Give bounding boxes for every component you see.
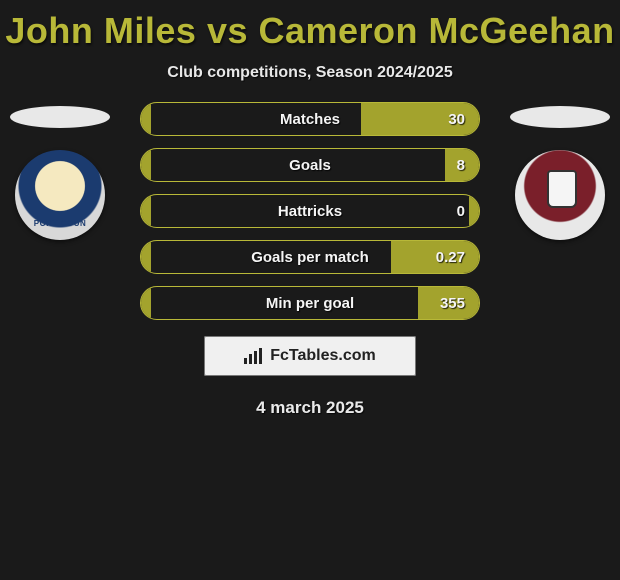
- club-badge-right: [515, 150, 605, 240]
- bar-right-fill: [469, 195, 479, 227]
- bar-value-right: 8: [457, 149, 465, 181]
- bar-value-right: 355: [440, 287, 465, 319]
- page-title: John Miles vs Cameron McGeehan: [0, 0, 620, 52]
- bars-container: Matches 30 Goals 8 Hattricks 0 Goals per…: [140, 102, 480, 320]
- bar-row-matches: Matches 30: [140, 102, 480, 136]
- player-right-avatar: [510, 106, 610, 128]
- footer-brand[interactable]: FcTables.com: [204, 336, 416, 376]
- bar-left-fill: [141, 195, 151, 227]
- bar-row-goals: Goals 8: [140, 148, 480, 182]
- bar-left-fill: [141, 103, 151, 135]
- bar-value-right: 0: [457, 195, 465, 227]
- player-left-avatar: [10, 106, 110, 128]
- bar-row-hattricks: Hattricks 0: [140, 194, 480, 228]
- bar-label: Hattricks: [141, 195, 479, 227]
- date-line: 4 march 2025: [0, 398, 620, 418]
- bar-value-right: 0.27: [436, 241, 465, 273]
- club-badge-left-text: PORT COUN: [34, 219, 87, 228]
- subtitle: Club competitions, Season 2024/2025: [0, 64, 620, 82]
- bar-value-right: 30: [448, 103, 465, 135]
- footer-brand-text: FcTables.com: [270, 347, 376, 365]
- bar-row-goals-per-match: Goals per match 0.27: [140, 240, 480, 274]
- bar-label: Goals: [141, 149, 479, 181]
- bar-chart-icon: [244, 348, 264, 364]
- bar-left-fill: [141, 241, 151, 273]
- player-left-column: PORT COUN: [0, 102, 120, 240]
- club-badge-left: PORT COUN: [15, 150, 105, 240]
- comparison-area: PORT COUN Matches 30 Goals 8 Hattricks 0: [0, 102, 620, 320]
- player-right-column: [500, 102, 620, 240]
- bar-row-min-per-goal: Min per goal 355: [140, 286, 480, 320]
- bar-left-fill: [141, 149, 151, 181]
- bar-left-fill: [141, 287, 151, 319]
